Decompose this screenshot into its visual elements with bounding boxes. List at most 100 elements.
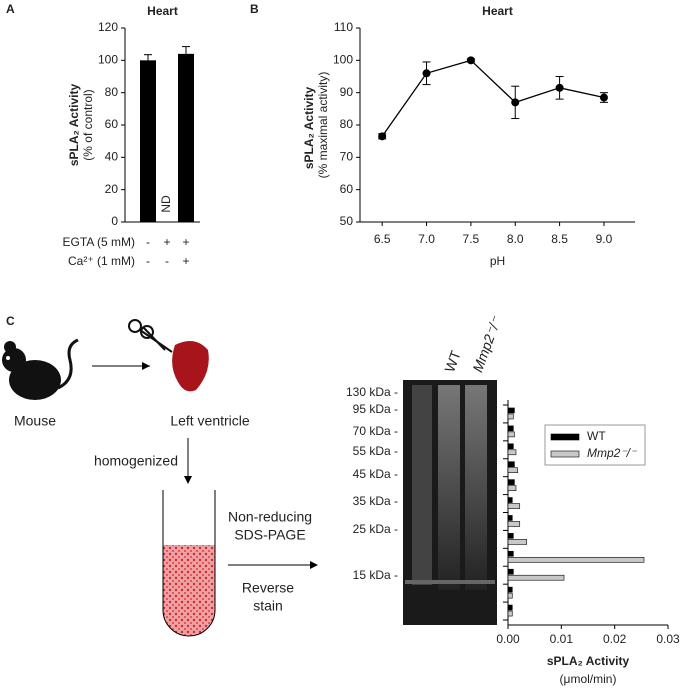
annotation: ND xyxy=(159,195,173,213)
size-marker: 130 kDa - xyxy=(346,385,398,399)
bar xyxy=(507,610,513,617)
bar xyxy=(507,568,514,575)
condition-mark: + xyxy=(182,254,189,268)
mouse-icon xyxy=(2,338,79,400)
y-tick-label: 110 xyxy=(334,20,353,34)
y-tick-label: 120 xyxy=(98,20,118,34)
bar xyxy=(507,467,518,474)
bar xyxy=(507,539,527,545)
bar xyxy=(507,461,515,468)
arrow-head xyxy=(184,476,192,484)
size-marker: 45 kDa - xyxy=(353,467,398,481)
arrow-head xyxy=(310,561,318,569)
y-tick-label: 60 xyxy=(340,182,354,196)
legend-label: Mmp2⁻/⁻ xyxy=(587,446,638,460)
x-tick-label: 0.01 xyxy=(550,632,574,646)
size-marker: 55 kDa - xyxy=(353,444,398,458)
size-marker: 25 kDa - xyxy=(353,522,398,536)
y-tick-label: 20 xyxy=(105,182,119,196)
gel-image xyxy=(403,380,497,625)
bar xyxy=(507,425,514,432)
point xyxy=(422,69,431,78)
diagram-label: Left ventricle xyxy=(170,413,250,429)
x-tick-label: 9.0 xyxy=(596,232,613,246)
lane-label: Mmp2⁻/⁻ xyxy=(469,313,504,374)
legend-swatch xyxy=(550,450,580,458)
legend-swatch xyxy=(550,433,580,441)
bar xyxy=(507,407,515,414)
x-tick-label: 0.02 xyxy=(603,632,627,646)
bar xyxy=(507,413,514,420)
bar xyxy=(507,586,513,593)
diagram-label: SDS-PAGE xyxy=(234,527,305,543)
y-tick-label: 50 xyxy=(340,214,354,228)
lane-label: WT xyxy=(441,348,464,374)
diagram-label: Mouse xyxy=(14,413,56,429)
bar xyxy=(507,592,513,599)
bar xyxy=(507,497,513,503)
y-tick-label: 70 xyxy=(340,150,354,164)
bar xyxy=(507,556,645,563)
y-tick-label: 100 xyxy=(98,53,118,67)
panel-letter: C xyxy=(6,314,15,328)
chart-title: Heart xyxy=(482,4,513,18)
x-tick-label: 6.5 xyxy=(374,232,391,246)
bar xyxy=(507,521,521,527)
size-marker: 35 kDa - xyxy=(353,494,398,508)
panel-letter: B xyxy=(250,2,259,16)
line xyxy=(381,59,605,137)
chart-title: Heart xyxy=(147,4,178,18)
point xyxy=(511,98,520,107)
condition-mark: - xyxy=(165,254,169,268)
panel-letter: A xyxy=(6,2,15,16)
x-tick-label: 8.0 xyxy=(507,232,524,246)
y-axis-subtitle: (% maximal activity) xyxy=(316,72,330,179)
size-marker: 70 kDa - xyxy=(353,424,398,438)
bar xyxy=(507,533,514,539)
bar xyxy=(507,443,514,450)
bar xyxy=(507,449,517,456)
bar xyxy=(178,53,194,222)
bar xyxy=(507,431,515,438)
size-marker: 15 kDa - xyxy=(353,568,398,582)
y-tick-label: 80 xyxy=(105,85,119,99)
y-tick-label: 40 xyxy=(105,150,119,164)
condition-mark: - xyxy=(146,235,150,249)
y-tick-label: 80 xyxy=(340,117,354,131)
condition-mark: - xyxy=(146,254,150,268)
x-tick-label: 7.5 xyxy=(463,232,480,246)
y-axis-subtitle: (% of control) xyxy=(81,89,95,160)
heart-icon xyxy=(172,341,209,392)
condition-label: Ca²⁺ (1 mM) xyxy=(68,254,135,268)
x-tick-label: 0.03 xyxy=(656,632,680,646)
y-tick-label: 100 xyxy=(333,53,353,67)
x-axis-subtitle: (μmol/min) xyxy=(560,672,617,686)
bar xyxy=(507,515,513,521)
bar xyxy=(507,574,565,581)
y-axis-title: sPLA₂ Activity xyxy=(67,84,81,167)
point xyxy=(555,83,564,92)
legend-box xyxy=(544,424,646,466)
point xyxy=(466,56,475,65)
size-marker: 95 kDa - xyxy=(353,402,398,416)
diagram-label: homogenized xyxy=(94,453,178,469)
legend-label: WT xyxy=(587,429,606,443)
bar xyxy=(507,550,514,557)
tube-content xyxy=(163,545,215,636)
scissors-icon xyxy=(128,319,173,353)
tube xyxy=(162,490,216,637)
bar xyxy=(507,485,517,491)
diagram-label: Reverse xyxy=(242,580,294,596)
x-tick-label: 7.0 xyxy=(418,232,435,246)
y-tick-label: 0 xyxy=(111,214,118,228)
bar xyxy=(507,604,513,611)
point xyxy=(378,132,387,141)
diagram-label: Non-reducing xyxy=(228,509,312,525)
y-axis-title: sPLA₂ Activity xyxy=(302,87,316,170)
x-tick-label: 8.5 xyxy=(551,232,568,246)
x-axis-title: pH xyxy=(490,254,505,268)
condition-mark: + xyxy=(163,235,170,249)
point xyxy=(599,93,608,102)
bar xyxy=(507,479,515,485)
